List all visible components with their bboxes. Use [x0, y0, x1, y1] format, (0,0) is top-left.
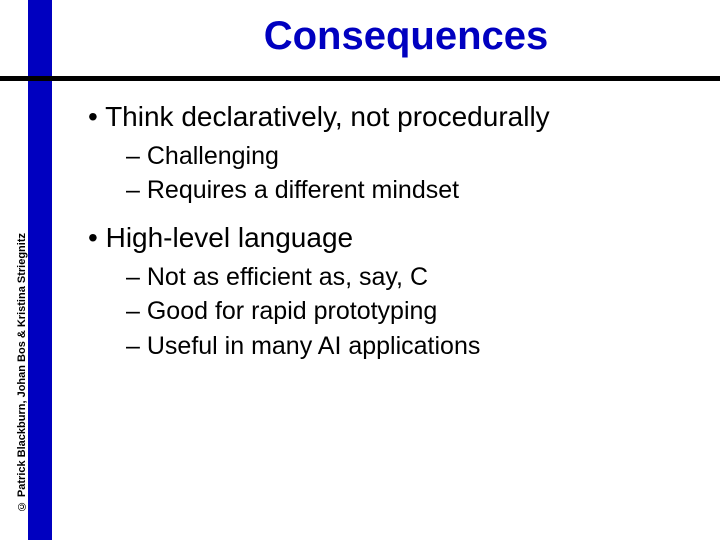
title-area: Consequences [52, 0, 720, 71]
accent-bar [28, 0, 52, 540]
copyright-text: © Patrick Blackburn, Johan Bos & Kristin… [16, 233, 28, 512]
bullet-level-2: Not as efficient as, say, C [88, 261, 690, 294]
slide-title: Consequences [52, 0, 720, 71]
bullet-level-2: Challenging [88, 140, 690, 173]
bullet-level-2: Requires a different mindset [88, 174, 690, 207]
bullet-level-1: High-level language [88, 219, 690, 257]
bullet-level-1: Think declaratively, not procedurally [88, 98, 690, 136]
bullet-level-2: Useful in many AI applications [88, 330, 690, 363]
slide-title-text: Consequences [264, 14, 549, 58]
slide: Consequences Think declaratively, not pr… [0, 0, 720, 540]
content-area: Think declaratively, not procedurally Ch… [88, 98, 690, 364]
bullet-level-2: Good for rapid prototyping [88, 295, 690, 328]
spacer [88, 209, 690, 219]
horizontal-rule [0, 76, 720, 81]
